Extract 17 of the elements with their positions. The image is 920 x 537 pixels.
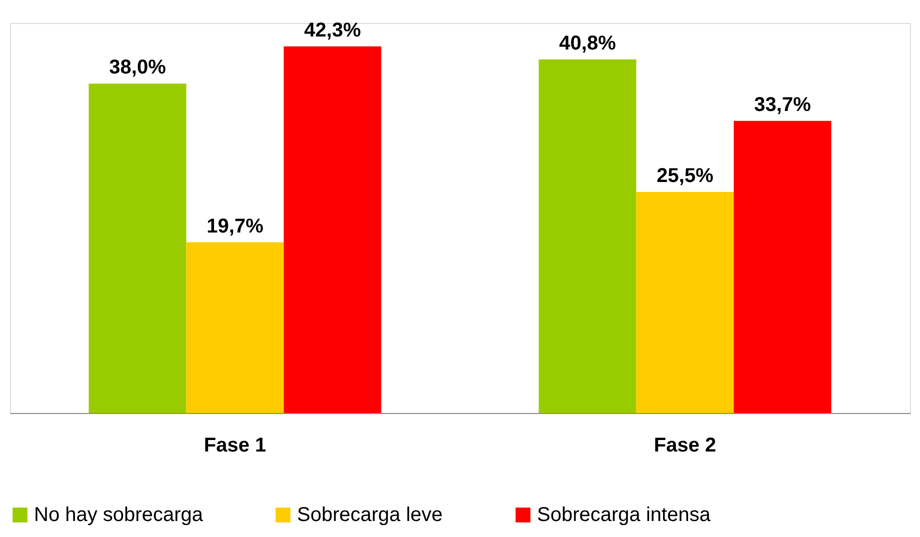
legend-label: Sobrecarga leve: [297, 504, 443, 526]
data-label: 40,8%: [559, 32, 616, 54]
x-tick-label: Fase 1: [204, 434, 266, 456]
data-label: 25,5%: [656, 165, 714, 187]
bar: [88, 84, 186, 413]
x-tick-label: Fase 2: [654, 434, 716, 456]
legend-label: No hay sobrecarga: [34, 504, 204, 526]
bar: [538, 59, 636, 413]
legend-label: Sobrecarga intensa: [537, 504, 712, 526]
data-label: 19,7%: [206, 215, 264, 238]
data-label: 38,0%: [109, 56, 166, 79]
bar: [284, 46, 382, 413]
bar: [186, 242, 284, 413]
bar: [734, 120, 832, 413]
bar: [636, 192, 734, 413]
data-label: 42,3%: [304, 19, 362, 42]
data-label: 33,7%: [754, 94, 812, 116]
